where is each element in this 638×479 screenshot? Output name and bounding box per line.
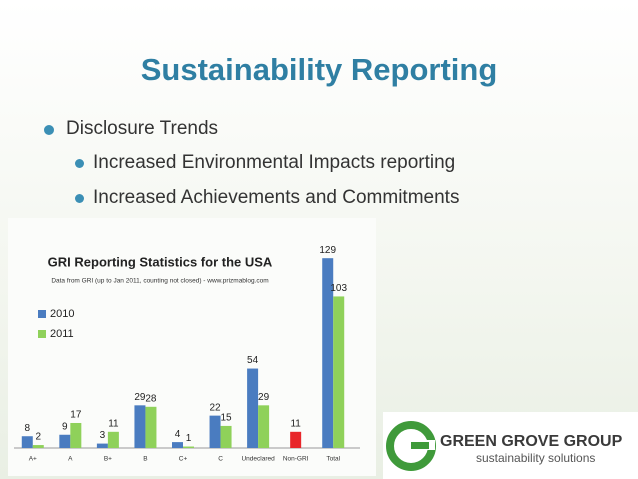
bar [172,442,183,448]
x-tick-label: Undeclared [241,456,275,463]
bar [70,422,82,448]
sub-bullet: Increased Environmental Impacts reportin… [93,152,456,173]
value-label: 4 [175,429,181,440]
value-label: 9 [62,421,68,432]
value-label: 29 [134,392,146,403]
value-label: 1 [186,433,192,444]
bar [32,445,44,448]
bar [21,436,33,448]
value-label: 3 [100,430,106,441]
value-label: 129 [319,245,336,256]
x-tick-label: A [68,456,73,463]
bar [220,425,232,448]
x-tick-label: Non-GRI [283,456,309,463]
value-label: 15 [220,413,232,424]
x-tick-label: A+ [29,456,37,463]
bar [134,405,146,448]
logo-tagline: sustainability solutions [476,451,595,465]
sub-bullet: Increased Achievements and Commitments [93,187,460,208]
bar [258,405,270,448]
bullet-dot [75,194,84,203]
x-tick-label: C [218,456,223,463]
logo-mark [411,442,429,449]
chart-title: GRI Reporting Statistics for the USA [48,254,273,269]
bar [209,415,221,448]
bar [290,431,302,448]
bar [247,368,259,448]
logo-graphic: GREEN GROVE GROUP sustainability solutio… [386,421,623,471]
value-label: 103 [330,283,347,294]
value-label: 2 [35,432,41,443]
legend-swatch [38,330,46,338]
legend-label: 2011 [50,328,74,340]
bullet-dot [75,159,84,168]
value-label: 11 [108,418,119,429]
bar [145,406,157,448]
bullet: Disclosure Trends [66,118,219,139]
legend-label: 2010 [50,308,74,320]
bar [333,296,345,448]
value-label: 17 [70,410,82,421]
bullet-dot [44,125,54,135]
value-label: 8 [24,423,30,434]
slide-title: Sustainability Reporting [140,52,498,87]
bar [59,434,71,448]
x-tick-label: Total [326,456,340,463]
bar [96,443,108,448]
bar [322,258,334,448]
value-label: 11 [290,418,301,429]
bar [107,431,119,448]
x-tick-label: B+ [104,456,112,463]
logo: GREEN GROVE GROUP sustainability solutio… [383,412,638,479]
value-label: 22 [209,402,221,413]
bar [183,446,194,448]
x-tick-label: C+ [179,456,188,463]
chart-background [8,218,376,476]
chart-subtitle: Data from GRI (up to Jan 2011, counting … [51,278,268,285]
value-label: 28 [145,393,157,404]
x-tick-label: B [143,456,147,463]
logo-name: GREEN GROVE GROUP [440,433,623,450]
legend-swatch [38,310,46,318]
value-label: 54 [247,355,259,366]
value-label: 29 [258,392,270,403]
